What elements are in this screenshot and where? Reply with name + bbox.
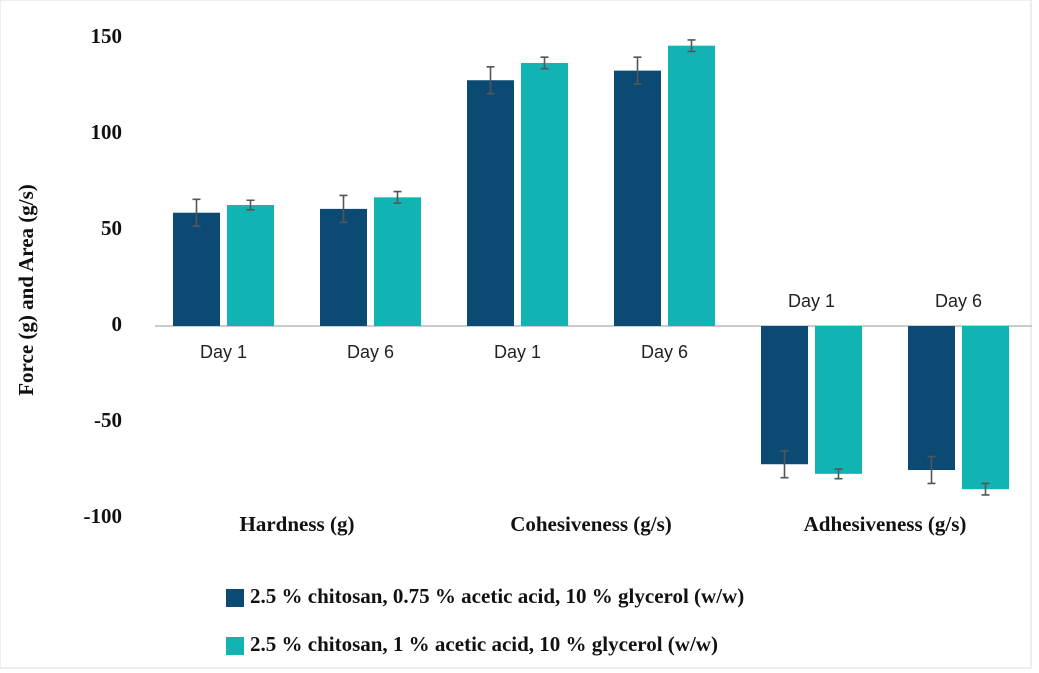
error-bar — [192, 198, 201, 227]
x-tick-label: Day 1 — [200, 342, 247, 362]
y-tick-label: 100 — [91, 120, 123, 144]
y-axis-title: Force (g) and Area (g/s) — [14, 184, 38, 396]
y-tick-label: -50 — [94, 408, 122, 432]
x-tick-label: Day 6 — [935, 291, 982, 311]
bar — [320, 208, 367, 326]
bar — [908, 326, 955, 470]
legend-label: 2.5 % chitosan, 1 % acetic acid, 10 % gl… — [250, 632, 718, 656]
error-bar — [393, 190, 402, 204]
y-tick-label: 50 — [101, 216, 122, 240]
bar — [668, 45, 715, 327]
y-tick-label: 0 — [112, 312, 123, 336]
bar — [227, 205, 274, 326]
error-bar — [981, 482, 990, 496]
bar — [374, 197, 421, 326]
error-bar — [927, 455, 936, 485]
bar — [761, 326, 808, 465]
error-bar — [540, 56, 549, 70]
error-bar — [633, 56, 642, 85]
group-label: Hardness (g) — [240, 512, 355, 536]
legend-label: 2.5 % chitosan, 0.75 % acetic acid, 10 %… — [250, 584, 744, 608]
x-tick-label: Day 6 — [641, 342, 688, 362]
error-bar — [486, 66, 495, 95]
bar — [962, 326, 1009, 490]
error-bar — [780, 450, 789, 479]
bar — [173, 212, 220, 326]
bar — [521, 62, 568, 327]
legend-swatch — [226, 589, 244, 607]
error-bar — [834, 468, 843, 480]
bar — [815, 326, 862, 474]
group-label: Cohesiveness (g/s) — [510, 512, 672, 536]
y-tick-label: 150 — [91, 24, 123, 48]
x-tick-label: Day 1 — [788, 291, 835, 311]
x-tick-label: Day 6 — [347, 342, 394, 362]
y-tick-label: -100 — [84, 504, 123, 528]
bar — [467, 80, 514, 327]
error-bar — [339, 194, 348, 224]
error-bar — [687, 39, 696, 53]
error-bar — [246, 199, 255, 211]
legend-swatch — [226, 637, 244, 655]
group-label: Adhesiveness (g/s) — [804, 512, 967, 536]
x-tick-label: Day 1 — [494, 342, 541, 362]
bar — [614, 70, 661, 326]
